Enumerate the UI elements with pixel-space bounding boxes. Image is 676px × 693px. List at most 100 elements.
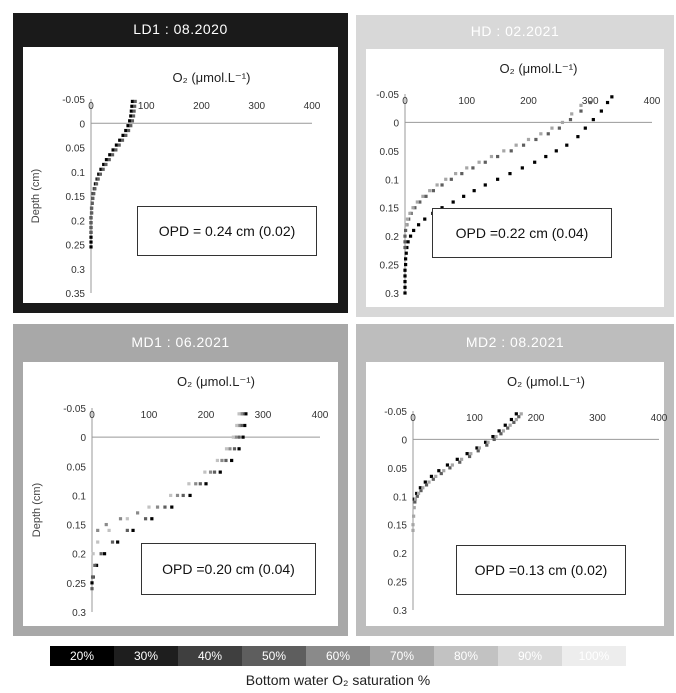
data-point <box>230 458 234 463</box>
data-point <box>485 443 489 447</box>
data-point <box>89 206 94 210</box>
data-point <box>431 189 436 193</box>
x-tick-label: 0 <box>89 410 95 421</box>
data-point <box>181 493 185 498</box>
data-point <box>116 540 120 544</box>
data-point <box>128 119 132 123</box>
data-point <box>136 511 140 515</box>
x-tick-label: 400 <box>644 96 661 107</box>
x-tick-label: 300 <box>255 410 272 421</box>
scatter-plot-hd: O₂ (μmol.L⁻¹)0100200300400-0.0500.050.10… <box>376 61 661 300</box>
data-point <box>508 423 512 427</box>
data-point <box>89 235 93 239</box>
data-point <box>413 500 417 504</box>
data-point <box>244 412 248 416</box>
data-point <box>494 434 498 439</box>
y-axis-label: Depth (cm) <box>30 169 42 223</box>
y-tick-label: -0.05 <box>376 90 399 101</box>
data-point <box>412 228 416 233</box>
data-point <box>170 505 174 509</box>
data-point <box>520 166 524 170</box>
data-point <box>521 143 526 147</box>
x-tick-label: 200 <box>198 410 215 421</box>
y-tick-label: 0.3 <box>72 608 86 619</box>
data-point <box>476 449 480 453</box>
data-point <box>96 528 100 532</box>
data-point <box>124 133 128 137</box>
data-point <box>418 486 422 490</box>
data-point <box>512 420 516 424</box>
data-point <box>450 463 454 467</box>
y-tick-label: -0.05 <box>384 407 407 418</box>
data-point <box>517 415 521 419</box>
plot-area <box>366 49 664 307</box>
data-point <box>133 99 137 104</box>
data-point <box>539 132 543 136</box>
legend-item: 20% <box>50 646 114 666</box>
data-point <box>492 437 496 442</box>
data-point <box>519 412 523 416</box>
data-point <box>404 223 408 227</box>
data-point <box>98 172 102 176</box>
x-tick-label: 0 <box>402 96 408 107</box>
y-tick-label: -0.05 <box>62 95 85 106</box>
data-point <box>108 153 112 157</box>
data-point <box>405 245 409 250</box>
data-point <box>241 435 245 439</box>
data-point <box>155 505 160 509</box>
data-point <box>411 206 415 210</box>
data-point <box>143 517 148 521</box>
data-point <box>460 172 464 176</box>
data-point <box>534 137 538 142</box>
data-point <box>550 126 554 130</box>
data-point <box>90 587 94 591</box>
data-point <box>459 457 464 461</box>
data-point <box>234 435 238 439</box>
data-point <box>93 187 97 191</box>
x-axis-title: O₂ (μmol.L⁻¹) <box>177 374 255 389</box>
y-tick-label: 0.15 <box>388 521 408 532</box>
y-axis-label: Depth (cm) <box>31 483 43 537</box>
panel-title: HD : 02.2021 <box>356 15 674 47</box>
y-tick-label: 0.3 <box>71 265 85 276</box>
legend-item: 30% <box>114 646 178 666</box>
data-point <box>99 552 103 556</box>
data-point <box>439 471 443 476</box>
data-point <box>467 454 472 459</box>
data-point <box>129 124 133 128</box>
data-point <box>415 491 419 496</box>
data-point <box>448 466 452 470</box>
data-point <box>412 506 416 510</box>
data-point <box>104 162 108 167</box>
y-tick-label: 0.3 <box>385 289 399 300</box>
data-point <box>429 474 434 478</box>
data-point <box>220 458 224 463</box>
legend-item: 80% <box>434 646 498 666</box>
data-point <box>132 109 136 113</box>
data-point <box>404 251 408 255</box>
y-tick-label: 0.25 <box>388 578 408 589</box>
data-point <box>533 160 537 164</box>
data-point <box>237 447 241 451</box>
data-point <box>89 230 93 234</box>
x-tick-label: 100 <box>141 410 158 421</box>
data-point <box>129 109 133 113</box>
data-point <box>588 100 592 105</box>
data-point <box>509 149 513 153</box>
legend-caption: Bottom water O₂ saturation % <box>245 672 431 688</box>
data-point <box>404 228 408 233</box>
data-point <box>118 138 122 142</box>
data-point <box>114 143 119 147</box>
data-point <box>90 575 95 579</box>
data-point <box>130 104 134 108</box>
data-point <box>526 137 531 142</box>
opd-annotation: OPD =0.20 cm (0.04) <box>141 543 316 595</box>
data-point <box>89 225 93 230</box>
y-tick-label: 0.2 <box>72 550 86 561</box>
data-point <box>107 528 111 532</box>
data-point <box>421 486 425 490</box>
y-tick-label: 0.25 <box>380 261 400 272</box>
data-point <box>403 280 407 284</box>
y-tick-label: 0.15 <box>67 521 87 532</box>
data-point <box>90 581 94 585</box>
